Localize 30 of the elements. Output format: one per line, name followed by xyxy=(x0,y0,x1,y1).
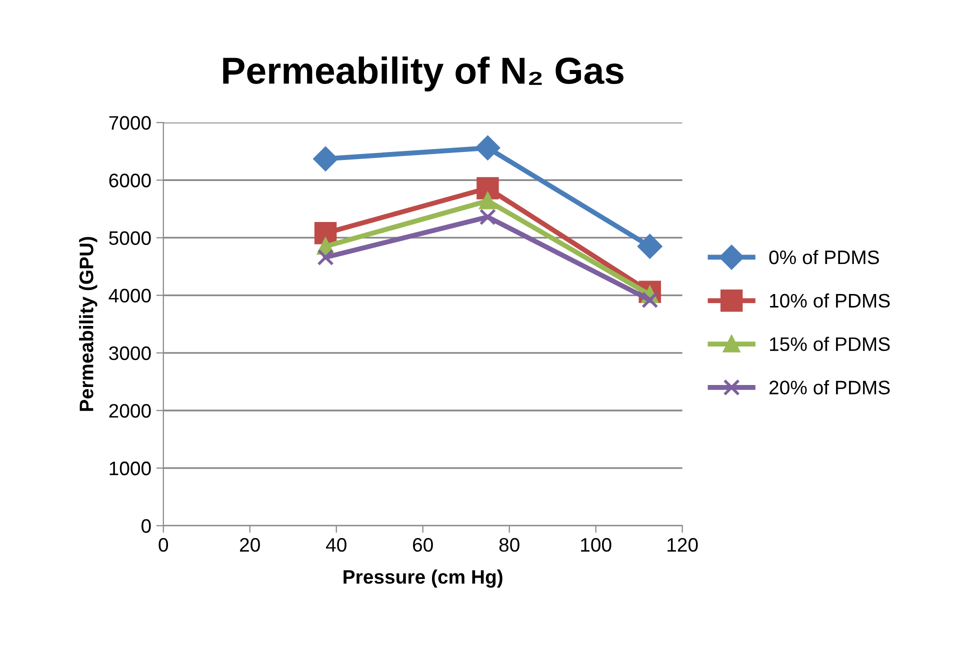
x-tick-label: 120 xyxy=(668,538,698,552)
point xyxy=(317,248,334,266)
y-tick-label: 2000 xyxy=(109,404,151,418)
y-tick-label: 7000 xyxy=(109,116,151,130)
point xyxy=(479,208,496,226)
legend-label: 0% of PDMS xyxy=(769,250,879,264)
y-tick-label: 5000 xyxy=(109,231,151,245)
legend-label: 10% of PDMS xyxy=(770,293,890,308)
point xyxy=(638,234,662,259)
x-axis-title: Pressure (cm Hg) xyxy=(344,569,502,588)
y-tick-label: 4000 xyxy=(108,288,151,303)
point xyxy=(479,192,496,210)
legend-label: 20% of PDMS xyxy=(770,380,890,394)
x-tick-label: 100 xyxy=(581,538,612,552)
y-tick-label: 3000 xyxy=(109,346,151,360)
point xyxy=(313,146,338,172)
y-tick-label: 1000 xyxy=(110,462,151,476)
x-tick-label: 40 xyxy=(326,538,346,552)
x-tick-label: 20 xyxy=(240,538,260,552)
y-tick-label: 6000 xyxy=(109,174,151,188)
chart-title: Permeability of N₂ Gas xyxy=(223,56,624,92)
y-axis-title: Permeability (GPU) xyxy=(79,237,98,411)
point xyxy=(476,136,500,160)
x-tick-label: 0 xyxy=(158,538,168,552)
y-tick-label: 0 xyxy=(142,519,151,533)
point xyxy=(314,222,337,244)
x-tick-label: 80 xyxy=(499,538,520,552)
legend-label: 15% of PDMS xyxy=(770,336,890,352)
x-tick-label: 60 xyxy=(413,538,433,552)
point xyxy=(476,177,499,200)
